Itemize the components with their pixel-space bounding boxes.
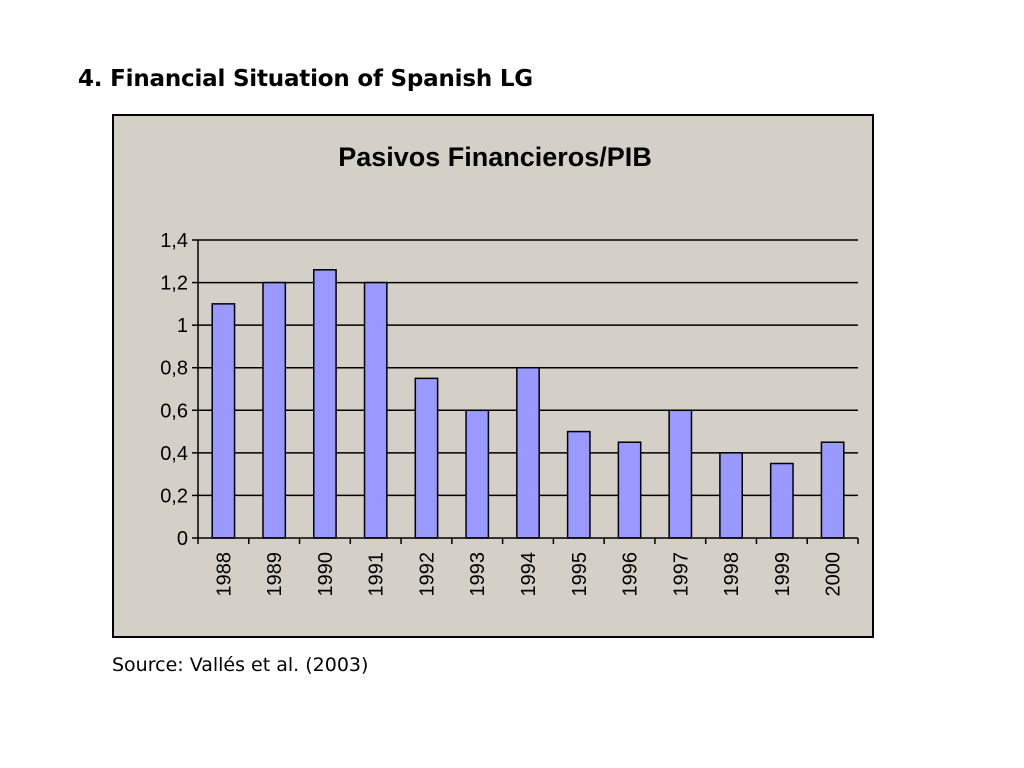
source-note: Source: Vallés et al. (2003) [112, 654, 369, 676]
x-tick-label: 1992 [416, 552, 438, 597]
bar-1992 [414, 377, 439, 539]
y-tick-label: 1 [177, 315, 188, 337]
y-tick-label: 1,2 [160, 273, 188, 295]
y-tick-label: 0,6 [160, 400, 188, 422]
x-tick-label: 1991 [366, 552, 388, 597]
chart-title: Pasivos Financieros/PIB [338, 142, 652, 172]
y-tick-label: 0,2 [160, 485, 188, 507]
y-tick-label: 0 [177, 528, 188, 550]
chart-frame: Pasivos Financieros/PIB 0 0,2 0,4 0,6 0,8 1 1,… [112, 114, 874, 638]
x-tick-label: 1989 [264, 552, 286, 597]
slide-title: 4. Financial Situation of Spanish LG [78, 66, 533, 92]
bar-1999 [769, 462, 794, 539]
y-tick-label: 1,4 [160, 230, 188, 252]
bar-1988 [211, 303, 236, 539]
bar-1991 [363, 281, 388, 539]
x-tick-label: 1999 [772, 552, 794, 597]
bar-1995 [566, 430, 591, 539]
axes [192, 239, 859, 544]
x-tick-label: 1990 [315, 552, 337, 597]
x-tick-label: 1993 [467, 552, 489, 597]
x-tick-label: 2000 [823, 552, 845, 597]
bar-1994 [516, 366, 540, 539]
bar-1998 [719, 452, 743, 539]
x-tick-label: 1996 [620, 552, 642, 597]
y-tick-label: 0,8 [160, 358, 188, 380]
bar-1989 [262, 281, 287, 539]
x-tick-label: 1994 [518, 552, 540, 597]
bar-1990 [313, 269, 337, 539]
x-tick-label: 1995 [569, 552, 591, 597]
x-tick-label: 1998 [721, 552, 743, 597]
y-tick-labels: 0 0,2 0,4 0,6 0,8 1 1,2 1,4 [160, 230, 188, 550]
x-tick-labels: 1988 1989 1990 1991 1992 1993 1994 1995 1996 1997… [213, 552, 844, 597]
x-tick-label: 1997 [670, 552, 692, 597]
bar-1997 [668, 409, 693, 539]
bar-1993 [465, 409, 490, 539]
bars [211, 269, 845, 539]
bar-1996 [617, 441, 642, 539]
bar-2000 [820, 441, 845, 539]
x-tick-label: 1988 [213, 552, 235, 597]
bar-chart: Pasivos Financieros/PIB 0 0,2 0,4 0,6 0,8 1 1,… [160, 142, 859, 597]
y-tick-label: 0,4 [160, 443, 188, 465]
